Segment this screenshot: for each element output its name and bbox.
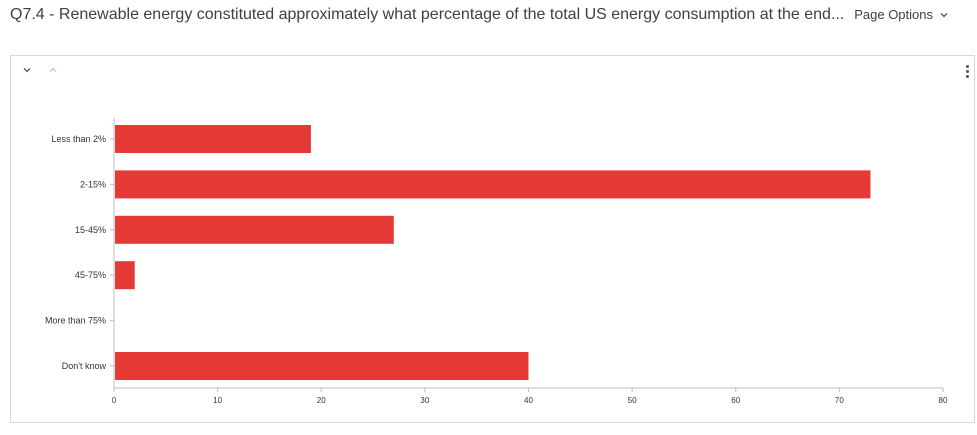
kebab-menu-icon[interactable]	[964, 65, 970, 79]
category-label: 15-45%	[75, 225, 106, 235]
bar	[115, 215, 394, 244]
x-tick-label: 20	[317, 396, 326, 405]
category-label: 2-15%	[80, 179, 106, 189]
question-header: Q7.4 - Renewable energy constituted appr…	[0, 0, 977, 40]
x-tick-label: 0	[112, 396, 117, 405]
page-options-label: Page Options	[854, 7, 933, 22]
chevron-up-icon[interactable]	[47, 64, 59, 76]
x-tick-label: 10	[213, 396, 222, 405]
x-tick-label: 70	[835, 396, 844, 405]
chevron-down-icon	[940, 12, 948, 17]
x-tick-label: 30	[420, 396, 429, 405]
x-tick-label: 80	[939, 396, 948, 405]
bar	[115, 170, 871, 199]
chevron-down-icon[interactable]	[21, 64, 33, 76]
x-tick-label: 60	[731, 396, 740, 405]
bar	[115, 125, 311, 153]
bar	[115, 352, 529, 380]
x-tick-label: 50	[628, 396, 637, 405]
card-toolbar	[21, 64, 59, 76]
category-label: Don't know	[62, 361, 107, 371]
category-label: Less than 2%	[51, 134, 106, 144]
page-options-button[interactable]: Page Options	[854, 7, 949, 22]
x-tick-label: 40	[524, 396, 533, 405]
category-label: 45-75%	[75, 270, 106, 280]
question-title: Q7.4 - Renewable energy constituted appr…	[10, 6, 845, 23]
category-label: More than 75%	[45, 316, 106, 326]
bar	[115, 261, 135, 290]
